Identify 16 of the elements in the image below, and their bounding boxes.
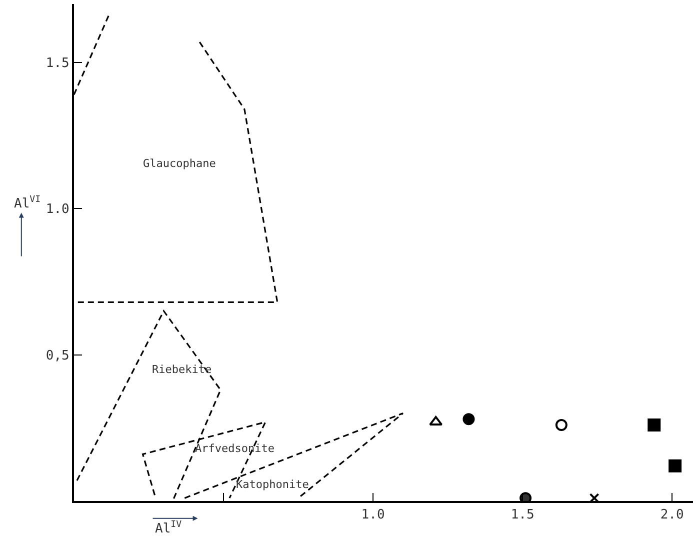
annotation: Katophonite [236,478,309,491]
point [555,418,568,431]
x-tick-label: 1.5 [510,508,534,523]
y-tick-label: 1.5 [46,56,70,72]
x-tick-label: 2.0 [660,508,684,523]
point [668,459,682,472]
x-tick-label: 1.0 [361,508,385,523]
point [462,413,475,426]
point [429,416,443,426]
y-axis-title: Al$^{VI}$ [14,195,41,212]
y-tick-label: 0,5 [46,348,70,364]
x-axis-title: Al$^{IV}$ [155,520,182,536]
point [589,493,600,501]
y-tick-label: 1.0 [46,202,70,218]
point [648,418,661,432]
annotation: Glaucophane [143,157,216,170]
